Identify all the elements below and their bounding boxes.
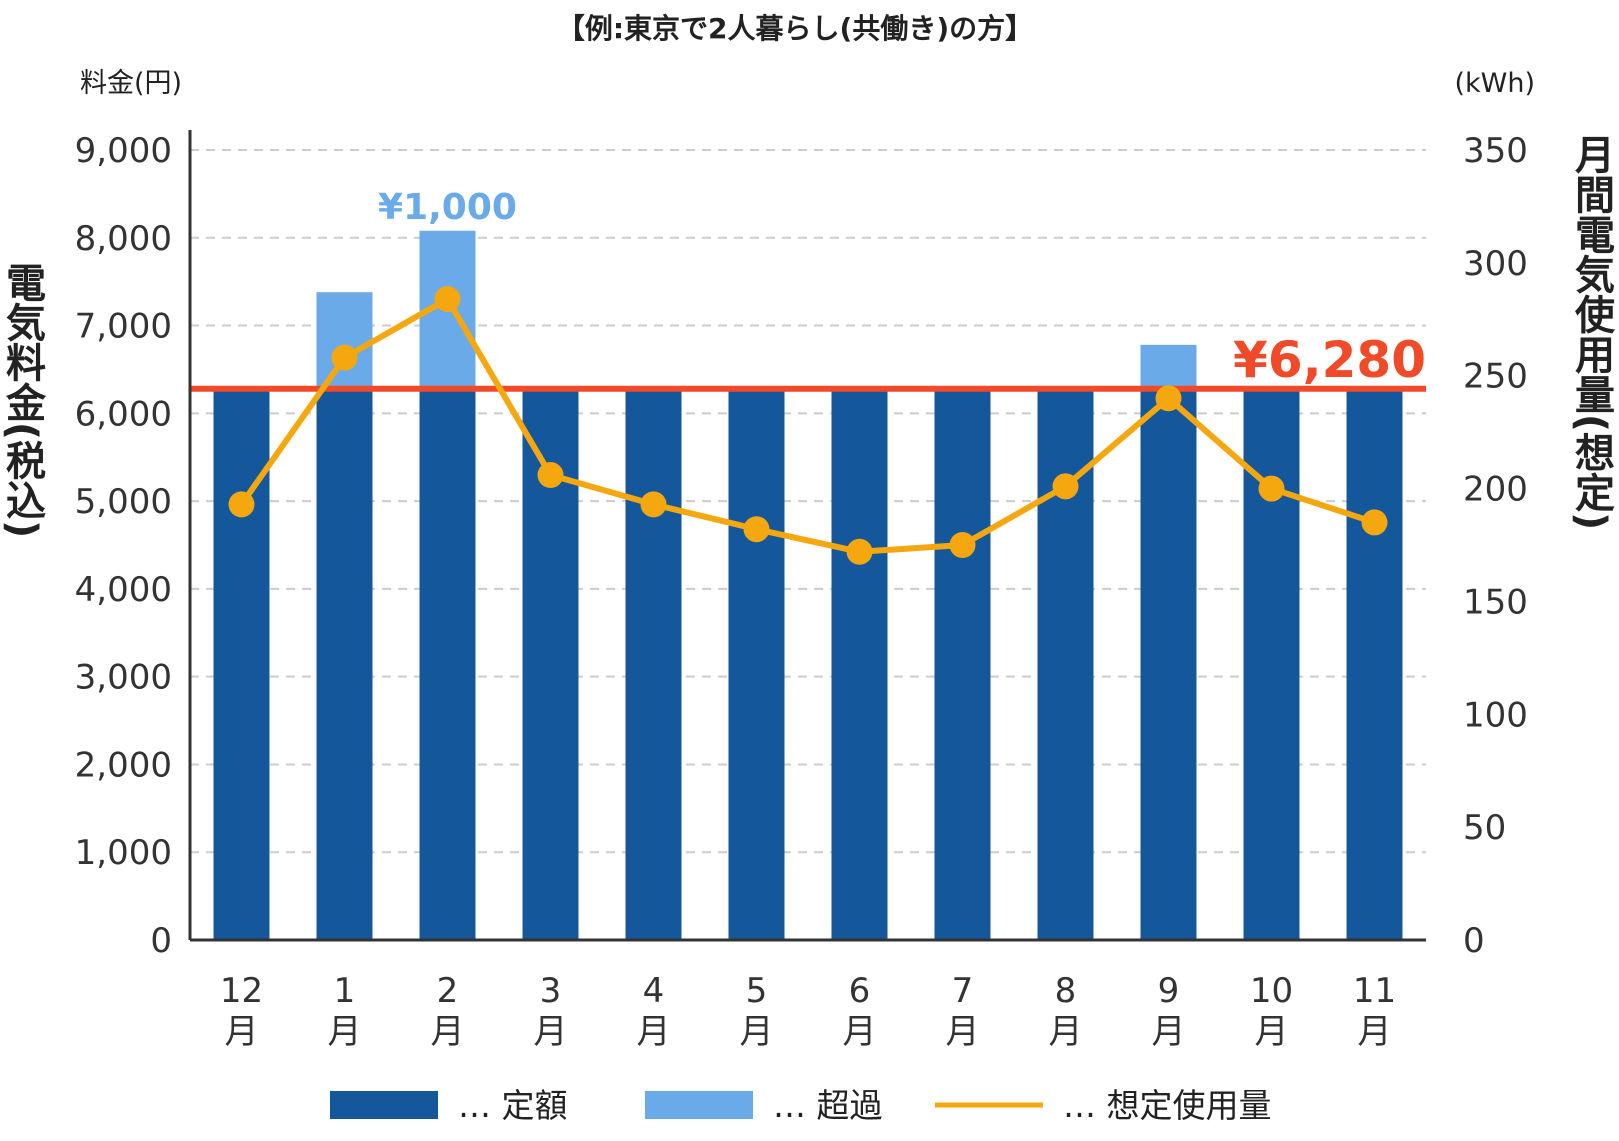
usage-line-series — [228, 285, 1388, 565]
month-number-label: 1 — [334, 971, 356, 1011]
reference-line-label: ¥6,280 — [1233, 331, 1426, 389]
month-number-label: 3 — [540, 971, 562, 1011]
bar-fixed-2 — [419, 388, 476, 940]
legend-swatch-0 — [330, 1091, 438, 1119]
right-tick-label: 300 — [1463, 244, 1528, 284]
left-axis-title: 電気料金(税込) — [0, 262, 47, 539]
month-suffix-label: 月 — [225, 1012, 259, 1052]
left-tick-label: 1,000 — [75, 833, 172, 873]
month-number-label: 7 — [952, 971, 974, 1011]
month-suffix-label: 月 — [740, 1012, 774, 1052]
usage-point-9 — [1155, 385, 1182, 412]
left-tick-label: 8,000 — [75, 219, 172, 259]
left-tick-label: 6,000 — [75, 394, 172, 434]
month-suffix-label: 月 — [1358, 1012, 1392, 1052]
left-tick-label: 2,000 — [75, 745, 172, 785]
month-suffix-label: 月 — [328, 1012, 362, 1052]
bar-fixed-9 — [1140, 388, 1197, 940]
month-number-label: 4 — [643, 971, 665, 1011]
usage-point-0 — [228, 491, 255, 518]
month-number-label: 9 — [1158, 971, 1180, 1011]
bar-fixed-7 — [934, 388, 991, 940]
usage-point-2 — [434, 285, 461, 312]
bar-excess-9 — [1140, 344, 1197, 389]
bar-fixed-5 — [728, 388, 785, 940]
bar-fixed-1 — [316, 388, 373, 940]
right-tick-label: 250 — [1463, 357, 1528, 397]
bar-excess-1 — [316, 292, 373, 389]
usage-point-8 — [1052, 473, 1079, 500]
excess-amount-label: ¥1,000 — [378, 187, 517, 228]
usage-point-3 — [537, 462, 564, 489]
month-number-label: 5 — [746, 971, 768, 1011]
left-tick-label: 5,000 — [75, 482, 172, 522]
usage-point-6 — [846, 538, 873, 565]
left-tick-label: 0 — [150, 921, 172, 961]
month-suffix-label: 月 — [637, 1012, 671, 1052]
month-number-label: 12 — [220, 971, 263, 1011]
axes — [188, 130, 1426, 942]
annotations: ¥1,000 — [378, 187, 517, 228]
month-number-label: 11 — [1353, 971, 1396, 1011]
usage-point-1 — [331, 344, 358, 371]
legend-label-1: … 超過 — [773, 1086, 883, 1125]
month-number-label: 2 — [437, 971, 459, 1011]
right-tick-label: 100 — [1463, 695, 1528, 735]
usage-point-4 — [640, 491, 667, 518]
right-axis-title: 月間電気使用量(想定) — [1568, 134, 1615, 531]
left-tick-label: 9,000 — [75, 131, 172, 171]
legend-label-2: … 想定使用量 — [1063, 1086, 1272, 1125]
usage-point-11 — [1361, 509, 1388, 536]
month-suffix-label: 月 — [1255, 1012, 1289, 1052]
right-tick-label: 350 — [1463, 131, 1528, 171]
month-number-label: 6 — [849, 971, 871, 1011]
left-tick-label: 7,000 — [75, 307, 172, 347]
left-tick-label: 4,000 — [75, 570, 172, 610]
usage-point-10 — [1258, 475, 1285, 502]
reference-line-group: ¥6,280 — [190, 331, 1426, 392]
month-suffix-label: 月 — [843, 1012, 877, 1052]
bar-fixed-4 — [625, 388, 682, 940]
right-tick-label: 150 — [1463, 582, 1528, 622]
bar-fixed-11 — [1346, 388, 1403, 940]
month-number-label: 8 — [1055, 971, 1077, 1011]
month-number-label: 10 — [1250, 971, 1293, 1011]
month-suffix-label: 月 — [946, 1012, 980, 1052]
right-tick-label: 50 — [1463, 808, 1506, 848]
month-suffix-label: 月 — [431, 1012, 465, 1052]
gridlines — [190, 149, 1426, 854]
chart-title: 【例:東京で2人暮らし(共働き)の方】 — [557, 12, 1033, 45]
tick-labels: 0 1,000 2,000 3,000 4,000 5,000 6,000 7,000 8,00… — [75, 131, 1528, 961]
usage-point-5 — [743, 516, 770, 543]
right-axis-unit-label: (kWh) — [1454, 68, 1535, 99]
right-tick-label: 0 — [1463, 921, 1485, 961]
usage-point-7 — [949, 532, 976, 558]
legend: … 定額 … 超過 … 想定使用量 — [330, 1086, 1272, 1125]
usage-line — [239, 295, 1376, 555]
left-tick-label: 3,000 — [75, 658, 172, 698]
legend-swatch-1 — [645, 1091, 753, 1119]
legend-label-0: … 定額 — [458, 1086, 568, 1125]
month-suffix-label: 月 — [1152, 1012, 1186, 1052]
bar-fixed-6 — [831, 388, 888, 940]
month-suffix-label: 月 — [1049, 1012, 1083, 1052]
left-axis-unit-label: 料金(円) — [80, 68, 182, 99]
month-suffix-label: 月 — [534, 1012, 568, 1052]
bars — [213, 230, 1403, 940]
right-tick-label: 200 — [1463, 470, 1528, 510]
